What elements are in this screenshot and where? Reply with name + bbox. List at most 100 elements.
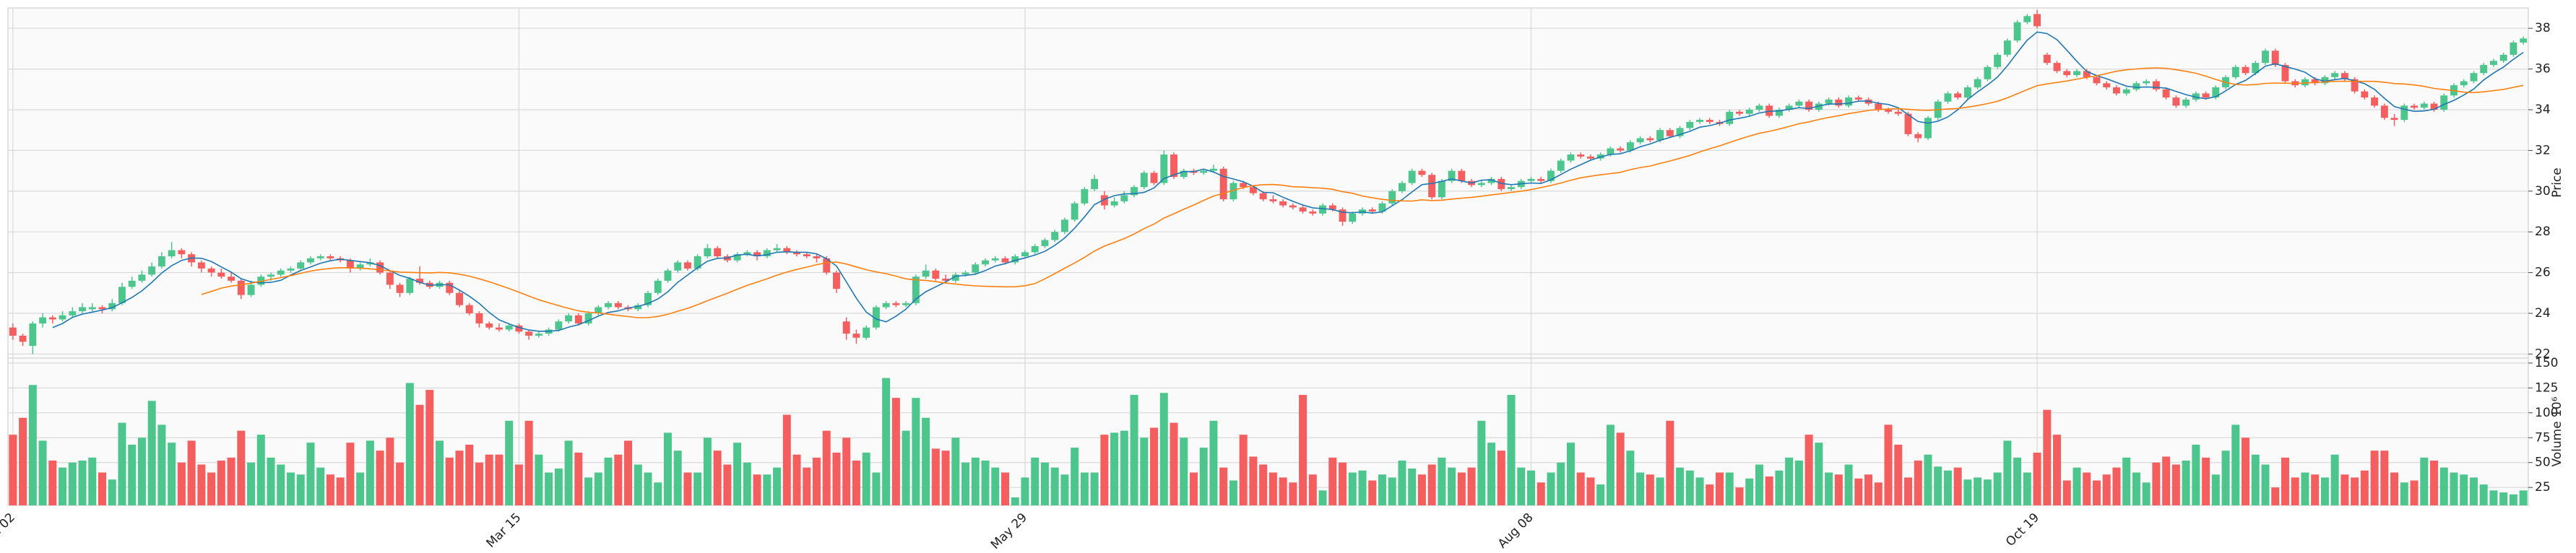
volume-bar — [1199, 448, 1208, 505]
candle-body — [2420, 103, 2428, 108]
candle-body — [1617, 148, 1625, 151]
candle-body — [2262, 51, 2269, 64]
candle-body — [614, 302, 622, 308]
volume-bar — [2192, 444, 2200, 505]
candle-body — [1458, 170, 1466, 181]
volume-bar — [2221, 450, 2230, 505]
volume-bar — [1636, 472, 1645, 505]
volume-bar — [1308, 474, 1317, 505]
volume-bar — [48, 460, 57, 505]
candle-body — [942, 279, 950, 281]
x-tick-label: Jan 02 — [0, 510, 18, 549]
volume-bar — [2370, 450, 2379, 505]
candle-body — [1339, 209, 1347, 222]
volume-bar — [436, 440, 444, 505]
candle-body — [555, 321, 563, 330]
candle-body — [59, 315, 66, 320]
volume-bar — [386, 437, 394, 505]
candle-body — [1378, 203, 1386, 212]
candle-body — [1825, 99, 1833, 104]
candle-body — [1170, 154, 1177, 178]
volume-bar — [1408, 469, 1417, 505]
candle-body — [1626, 142, 1634, 151]
volume-bar — [2410, 480, 2419, 505]
volume-bar — [1209, 420, 1218, 505]
volume-bar — [1983, 479, 1992, 505]
candle-body — [1785, 105, 1793, 110]
volume-bar — [505, 420, 514, 505]
volume-bar — [267, 457, 275, 505]
candle-body — [793, 252, 800, 255]
candle-body — [922, 270, 930, 277]
candle-body — [2162, 89, 2170, 98]
candle-body — [1408, 170, 1416, 183]
volume-bar — [1130, 395, 1138, 505]
candle-body — [79, 307, 86, 312]
candle-body — [1994, 54, 2002, 67]
volume-bar — [683, 472, 692, 505]
candle-body — [2093, 77, 2101, 84]
volume-bar — [2460, 474, 2468, 505]
volume-bar — [1180, 437, 1188, 505]
volume-tick-label: 150 — [2535, 356, 2558, 370]
candle-body — [475, 313, 483, 324]
volume-bar — [782, 414, 791, 505]
volume-bar — [584, 477, 593, 505]
volume-bar — [1924, 454, 1932, 505]
candle-body — [1279, 201, 1287, 206]
volume-bar — [306, 443, 315, 505]
volume-bar — [1358, 470, 1367, 505]
candle-body — [1835, 99, 1843, 106]
candle-body — [2411, 105, 2418, 108]
volume-bar — [1566, 443, 1575, 505]
volume-bar — [733, 443, 742, 505]
candle-body — [297, 262, 305, 269]
volume-bar — [336, 477, 345, 505]
volume-bar — [227, 457, 235, 505]
candle-body — [1706, 120, 1713, 122]
candle-body — [863, 327, 870, 338]
volume-bar — [1974, 477, 1982, 505]
volume-bar — [1626, 450, 1635, 505]
candle-body — [2440, 95, 2448, 110]
volume-bar — [1378, 474, 1386, 505]
candle-body — [456, 292, 463, 305]
candle-body — [1894, 111, 1902, 114]
volume-bar — [485, 454, 493, 505]
volume-bar — [1557, 462, 1565, 505]
volume-bar — [2400, 482, 2408, 505]
candle-body — [773, 248, 781, 251]
candle-body — [1011, 256, 1019, 263]
volume-bar — [654, 482, 662, 505]
candle-body — [1349, 213, 1357, 222]
candle-body — [2073, 71, 2080, 76]
moving-average — [201, 67, 2524, 318]
candle-body — [2103, 83, 2111, 87]
candle-body — [683, 262, 691, 269]
candle-body — [228, 276, 235, 281]
volume-bar — [813, 457, 821, 505]
volume-tick-label: 100 — [2535, 406, 2558, 420]
candle-body — [69, 311, 77, 315]
candle-body — [29, 323, 37, 347]
candle-body — [1438, 180, 1445, 198]
candle-body — [763, 250, 771, 257]
candle-body — [2470, 73, 2478, 82]
candle-body — [1060, 219, 1068, 232]
candle-body — [2400, 105, 2408, 121]
candle-body — [2043, 54, 2051, 64]
volume-bar — [59, 467, 67, 505]
volume-bar — [465, 444, 474, 505]
volume-bar — [2122, 457, 2131, 505]
candle-body — [2499, 54, 2507, 61]
volume-bar — [1755, 464, 1763, 505]
candle-body — [932, 270, 940, 279]
volume-bar — [376, 450, 384, 505]
candle-body — [1557, 160, 1565, 171]
candle-body — [2480, 64, 2488, 74]
volume-bar — [634, 464, 642, 505]
volume-bar — [1596, 484, 1605, 505]
volume-bar — [564, 440, 573, 505]
volume-bar — [326, 474, 334, 505]
volume-bar — [2062, 480, 2071, 505]
